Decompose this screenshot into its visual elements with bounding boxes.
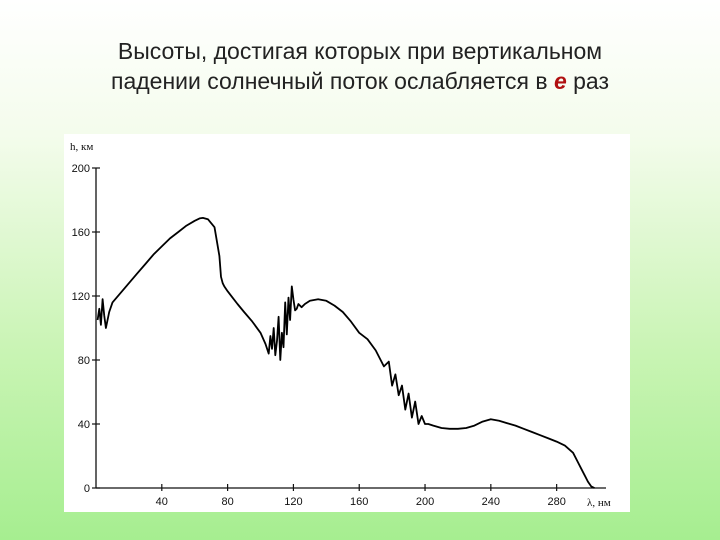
altitude-chart: 0 40 80 120 160 200 40 80 120 160 200 240 280 h, км… — [70, 141, 611, 509]
x-tick-label: 280 — [547, 496, 565, 508]
y-tick-label: 200 — [72, 163, 90, 175]
x-axis-label: λ, нм — [587, 497, 611, 509]
y-tick-label: 0 — [84, 483, 90, 495]
x-tick-label: 80 — [221, 496, 233, 508]
e-letter: e — [553, 68, 567, 94]
y-axis-ticks: 0 40 80 120 160 200 — [72, 163, 100, 495]
y-tick-label: 160 — [72, 227, 90, 239]
y-tick-label: 120 — [72, 291, 90, 303]
slide-title-line-2-text: падении солнечный поток ослабляется в — [111, 68, 554, 94]
slide-title: Высоты, достигая которых при вертикально… — [0, 36, 720, 96]
slide-title-line-1: Высоты, достигая которых при вертикально… — [117, 38, 603, 64]
chart-panel: 0 40 80 120 160 200 40 80 120 160 200 240 280 h, км… — [64, 134, 630, 512]
y-tick-label: 40 — [78, 419, 90, 431]
x-tick-label: 200 — [416, 496, 434, 508]
x-tick-label: 40 — [156, 496, 168, 508]
x-tick-label: 240 — [482, 496, 500, 508]
x-axis-ticks: 40 80 120 160 200 240 280 — [156, 484, 566, 508]
slide-title-line-2-suffix: раз — [566, 68, 609, 94]
x-tick-label: 160 — [350, 496, 368, 508]
y-axis-label: h, км — [70, 141, 93, 153]
slide-title-line-2: падении солнечный поток ослабляется в e … — [0, 66, 720, 96]
x-tick-label: 120 — [284, 496, 302, 508]
series-line — [96, 217, 595, 489]
y-tick-label: 80 — [78, 355, 90, 367]
